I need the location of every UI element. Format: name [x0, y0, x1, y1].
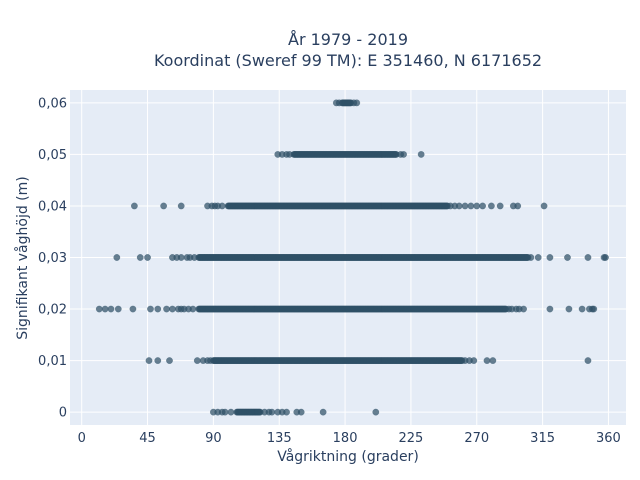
data-point	[520, 305, 528, 313]
y-tick-label: 0,01	[38, 354, 67, 369]
data-point	[218, 202, 226, 210]
data-point	[114, 305, 122, 313]
data-point	[540, 202, 548, 210]
data-point	[283, 408, 290, 416]
x-tick-label: 225	[399, 431, 424, 446]
chart-title-line1: År 1979 - 2019	[288, 30, 408, 49]
data-point	[455, 202, 463, 210]
data-point	[335, 99, 343, 107]
y-tick-label: 0,03	[38, 251, 67, 266]
y-tick-label: 0,06	[38, 96, 67, 111]
data-point	[177, 202, 185, 210]
data-point	[578, 305, 586, 313]
x-tick-label: 90	[205, 431, 222, 446]
x-tick-label: 0	[78, 431, 86, 446]
data-point	[496, 202, 504, 210]
data-point	[147, 305, 154, 313]
data-point	[154, 305, 162, 313]
data-point	[297, 408, 305, 416]
data-point	[168, 305, 176, 313]
y-tick-label: 0,05	[38, 148, 67, 163]
data-point	[190, 254, 198, 261]
data-point	[479, 202, 487, 210]
y-tick-label: 0	[59, 406, 67, 421]
data-point	[160, 202, 168, 210]
data-point	[107, 305, 115, 313]
data-point	[193, 357, 201, 365]
y-axis-title: Signifikant våghöjd (m)	[14, 176, 31, 339]
data-point	[565, 305, 573, 313]
data-point	[584, 254, 592, 261]
data-point	[564, 254, 571, 261]
data-point	[489, 357, 497, 365]
data-point	[584, 357, 592, 365]
x-tick-label: 315	[530, 431, 555, 446]
y-tick-label: 0,04	[38, 199, 67, 214]
data-point	[514, 202, 522, 210]
x-tick-label: 45	[139, 431, 156, 446]
data-point	[470, 357, 478, 365]
data-point	[400, 150, 408, 158]
data-point	[461, 202, 469, 210]
y-tick-label: 0,02	[38, 303, 67, 318]
data-point	[166, 357, 173, 365]
x-tick-label: 180	[333, 431, 358, 446]
data-point	[483, 357, 491, 365]
data-point	[177, 254, 185, 261]
data-point	[487, 202, 495, 210]
ticks-layer: 0 45 90 135 180 225 270 315 360 0 0,01 0,02 0,03 0,04…	[38, 96, 621, 446]
data-point	[546, 254, 554, 261]
data-point	[130, 202, 138, 210]
data-point	[144, 254, 151, 261]
data-point	[145, 357, 153, 365]
data-point	[227, 408, 235, 416]
data-point	[534, 254, 542, 261]
data-point	[417, 150, 425, 158]
data-point	[221, 408, 229, 416]
points-layer	[95, 99, 609, 416]
data-point	[353, 99, 361, 107]
x-tick-label: 360	[596, 431, 621, 446]
data-point	[101, 305, 109, 313]
data-point	[95, 305, 103, 313]
data-point	[527, 254, 535, 261]
data-point	[113, 254, 121, 261]
data-point	[189, 305, 197, 313]
data-point	[473, 202, 481, 210]
data-point	[207, 357, 214, 365]
data-point	[163, 305, 171, 313]
data-point	[546, 305, 554, 313]
data-point	[286, 150, 293, 158]
data-point	[129, 305, 137, 313]
x-axis-title: Vågriktning (grader)	[277, 448, 419, 465]
data-point	[602, 254, 609, 261]
x-tick-label: 270	[464, 431, 489, 446]
data-point	[372, 408, 380, 416]
data-point	[467, 202, 475, 210]
data-point	[154, 357, 162, 365]
data-point	[136, 254, 144, 261]
x-tick-label: 135	[267, 431, 292, 446]
data-point	[268, 408, 276, 416]
data-point	[319, 408, 327, 416]
chart-title-line2: Koordinat (Sweref 99 TM): E 351460, N 61…	[154, 51, 542, 70]
data-point	[590, 305, 598, 313]
